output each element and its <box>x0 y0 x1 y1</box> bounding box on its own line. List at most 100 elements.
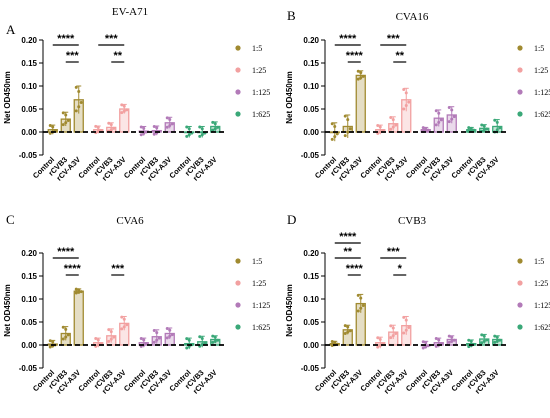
y-tick-label: 0.00 <box>21 128 37 137</box>
data-point <box>424 345 428 349</box>
data-point <box>211 128 215 132</box>
data-point <box>359 76 363 80</box>
data-point <box>203 341 207 345</box>
y-tick-label: 0.00 <box>303 128 319 137</box>
significance-label: *** <box>387 246 401 258</box>
data-point <box>139 337 143 341</box>
data-point <box>74 85 78 89</box>
data-point <box>213 335 217 339</box>
bar <box>73 290 84 346</box>
y-tick-label: 0.15 <box>21 59 37 68</box>
y-axis-label: Net OD450nm <box>285 284 294 336</box>
data-point <box>170 122 174 126</box>
data-point <box>447 106 451 110</box>
legend-label: 1:625 <box>252 110 270 119</box>
significance-label: ** <box>343 246 352 258</box>
y-axis-label: Net OD450nm <box>285 71 294 123</box>
y-tick-label: -0.05 <box>19 151 38 160</box>
legend-label: 1:125 <box>252 88 270 97</box>
data-point <box>74 291 78 295</box>
data-point <box>61 337 65 341</box>
y-axis-label: Net OD450nm <box>3 71 12 123</box>
legend-marker <box>235 324 241 330</box>
legend-label: 1:5 <box>534 257 544 266</box>
data-point <box>168 124 172 128</box>
data-point <box>109 128 113 132</box>
legend-marker <box>235 111 241 117</box>
data-point <box>48 345 52 349</box>
data-point <box>139 133 143 137</box>
data-point <box>424 341 428 345</box>
data-point <box>378 125 382 129</box>
chart-panel-C: C CVA6 -0.05 0.00 0.05 0.10 0.15 0.20 Net OD450n… <box>3 212 270 396</box>
significance-label: **** <box>64 263 82 275</box>
data-point <box>485 127 489 131</box>
data-point <box>482 339 486 343</box>
legend-label: 1:5 <box>534 44 544 53</box>
data-point <box>450 339 454 343</box>
data-point <box>109 330 113 334</box>
data-point <box>348 329 352 333</box>
data-point <box>389 324 393 328</box>
significance-label: **** <box>57 33 75 45</box>
y-tick-label: 0.10 <box>21 82 37 91</box>
data-point <box>348 127 352 131</box>
data-point <box>120 327 124 331</box>
y-tick-label: 0.20 <box>303 249 319 258</box>
legend-marker <box>235 45 241 51</box>
data-point <box>343 134 347 138</box>
data-point <box>480 123 484 127</box>
data-point <box>335 132 339 136</box>
data-point <box>493 334 497 338</box>
legend-marker <box>235 280 241 286</box>
data-point <box>77 288 81 292</box>
data-point <box>391 118 395 122</box>
data-point <box>122 317 126 321</box>
data-point <box>155 126 159 130</box>
chart-panel-D: D CVB3 -0.05 0.00 0.05 0.10 0.15 0.20 Net OD450n… <box>285 212 550 396</box>
panel-letter: A <box>6 22 16 37</box>
data-point <box>125 108 129 112</box>
y-tick-label: 0.10 <box>21 295 37 304</box>
legend-label: 1:5 <box>252 257 262 266</box>
data-point <box>125 323 129 327</box>
data-point <box>77 290 81 294</box>
data-point <box>48 339 52 343</box>
chart-panel-B: B CVA16 -0.05 0.00 0.05 0.10 0.15 0.20 Net OD450… <box>285 8 550 183</box>
data-point <box>142 338 146 342</box>
data-point <box>447 334 451 338</box>
data-point <box>407 326 411 330</box>
data-point <box>480 333 484 337</box>
data-point <box>469 126 473 130</box>
bar <box>355 74 366 133</box>
data-point <box>107 328 111 332</box>
data-point <box>64 121 68 125</box>
data-point <box>109 337 113 341</box>
data-point <box>376 124 380 128</box>
data-point <box>439 118 443 122</box>
legend-marker <box>517 67 523 73</box>
data-point <box>330 122 334 126</box>
data-point <box>359 306 363 310</box>
legend-label: 1:25 <box>534 279 548 288</box>
data-point <box>61 123 65 127</box>
data-point <box>434 337 438 341</box>
data-point <box>120 315 124 319</box>
data-point <box>482 128 486 132</box>
data-point <box>389 336 393 340</box>
legend-label: 1:25 <box>252 279 266 288</box>
data-point <box>211 340 215 344</box>
data-point <box>187 127 191 131</box>
data-point <box>402 107 406 111</box>
y-tick-label: 0.20 <box>21 36 37 45</box>
significance-label: ** <box>113 50 122 62</box>
data-point <box>356 293 360 297</box>
data-point <box>359 71 363 75</box>
data-point <box>64 113 68 117</box>
legend-marker <box>517 324 523 330</box>
data-point <box>66 333 70 337</box>
legend-marker <box>517 89 523 95</box>
data-point <box>346 325 350 329</box>
data-point <box>495 120 499 124</box>
data-point <box>498 126 502 130</box>
